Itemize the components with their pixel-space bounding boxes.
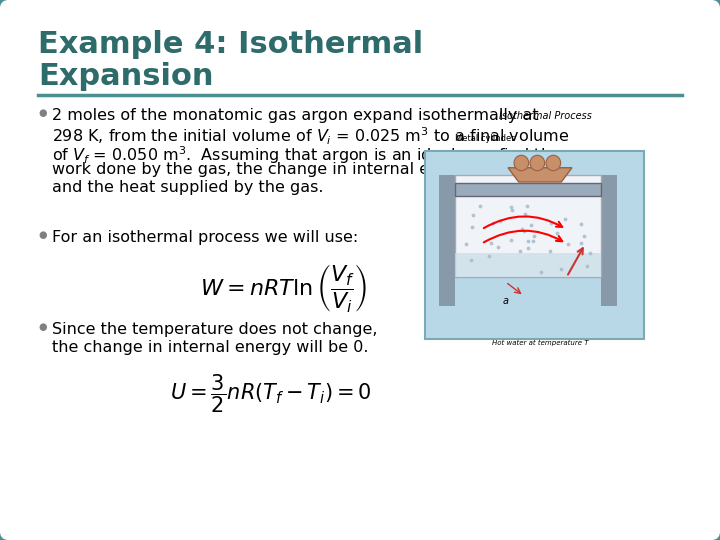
Point	[514, 246, 526, 255]
Point	[555, 264, 567, 273]
Text: ●: ●	[38, 108, 47, 118]
Text: Example 4: Isothermal: Example 4: Isothermal	[38, 30, 423, 59]
Point	[516, 224, 528, 233]
Point	[576, 239, 588, 247]
Point	[485, 239, 496, 247]
Point	[581, 261, 593, 270]
Text: of $V_f$ = 0.050 m$^3$.  Assuming that argon is an ideal gas, find the: of $V_f$ = 0.050 m$^3$. Assuming that ar…	[52, 144, 561, 166]
Text: $W = nRT\ln\left(\dfrac{V_f}{V_i}\right)$: $W = nRT\ln\left(\dfrac{V_f}{V_i}\right)…	[200, 262, 367, 314]
Point	[528, 232, 540, 240]
Point	[579, 232, 590, 240]
Text: 298 K, from the initial volume of $V_i$ = 0.025 m$^3$ to a final volume: 298 K, from the initial volume of $V_i$ …	[52, 126, 570, 147]
Point	[544, 247, 556, 255]
Point	[576, 220, 588, 228]
Point	[460, 239, 472, 248]
Text: a: a	[503, 296, 508, 306]
Polygon shape	[508, 168, 572, 182]
Point	[546, 218, 557, 227]
Text: the change in internal energy will be 0.: the change in internal energy will be 0.	[52, 340, 369, 355]
Point	[505, 203, 517, 212]
Point	[466, 255, 477, 264]
Text: ●: ●	[38, 230, 47, 240]
Ellipse shape	[514, 156, 528, 171]
Point	[527, 237, 539, 245]
Point	[521, 201, 533, 210]
Point	[484, 252, 495, 260]
Text: 2 moles of the monatomic gas argon expand isothermally at: 2 moles of the monatomic gas argon expan…	[52, 108, 539, 123]
FancyBboxPatch shape	[455, 183, 601, 196]
Ellipse shape	[530, 156, 544, 171]
Text: ●: ●	[38, 322, 47, 332]
Text: For an isothermal process we will use:: For an isothermal process we will use:	[52, 230, 359, 245]
Point	[467, 222, 478, 231]
Point	[519, 210, 531, 218]
FancyBboxPatch shape	[426, 151, 644, 339]
Point	[495, 217, 506, 226]
FancyBboxPatch shape	[455, 175, 601, 277]
Text: and the heat supplied by the gas.: and the heat supplied by the gas.	[52, 180, 323, 195]
Point	[492, 242, 503, 251]
Point	[467, 210, 479, 219]
Point	[585, 249, 596, 258]
Text: Since the temperature does not change,: Since the temperature does not change,	[52, 322, 377, 337]
Point	[505, 235, 516, 244]
Text: work done by the gas, the change in internal energy of the gas: work done by the gas, the change in inte…	[52, 162, 561, 177]
Point	[474, 202, 486, 211]
Text: Metal cylinder: Metal cylinder	[455, 134, 515, 144]
Point	[536, 268, 547, 276]
FancyBboxPatch shape	[455, 253, 601, 277]
Point	[518, 227, 530, 236]
FancyBboxPatch shape	[438, 175, 455, 306]
Point	[522, 237, 534, 245]
Point	[487, 219, 498, 228]
Text: Hot water at temperature T: Hot water at temperature T	[492, 340, 588, 346]
Point	[552, 228, 563, 237]
FancyBboxPatch shape	[601, 175, 617, 306]
Text: $U = \dfrac{3}{2}nR(T_f - T_i) = 0$: $U = \dfrac{3}{2}nR(T_f - T_i) = 0$	[170, 372, 372, 415]
Point	[507, 206, 518, 214]
Text: Isothermal Process: Isothermal Process	[499, 111, 592, 121]
Ellipse shape	[546, 156, 561, 171]
Point	[526, 221, 537, 230]
Point	[523, 244, 534, 252]
Point	[562, 240, 573, 248]
Point	[559, 215, 570, 224]
Text: Expansion: Expansion	[38, 62, 214, 91]
